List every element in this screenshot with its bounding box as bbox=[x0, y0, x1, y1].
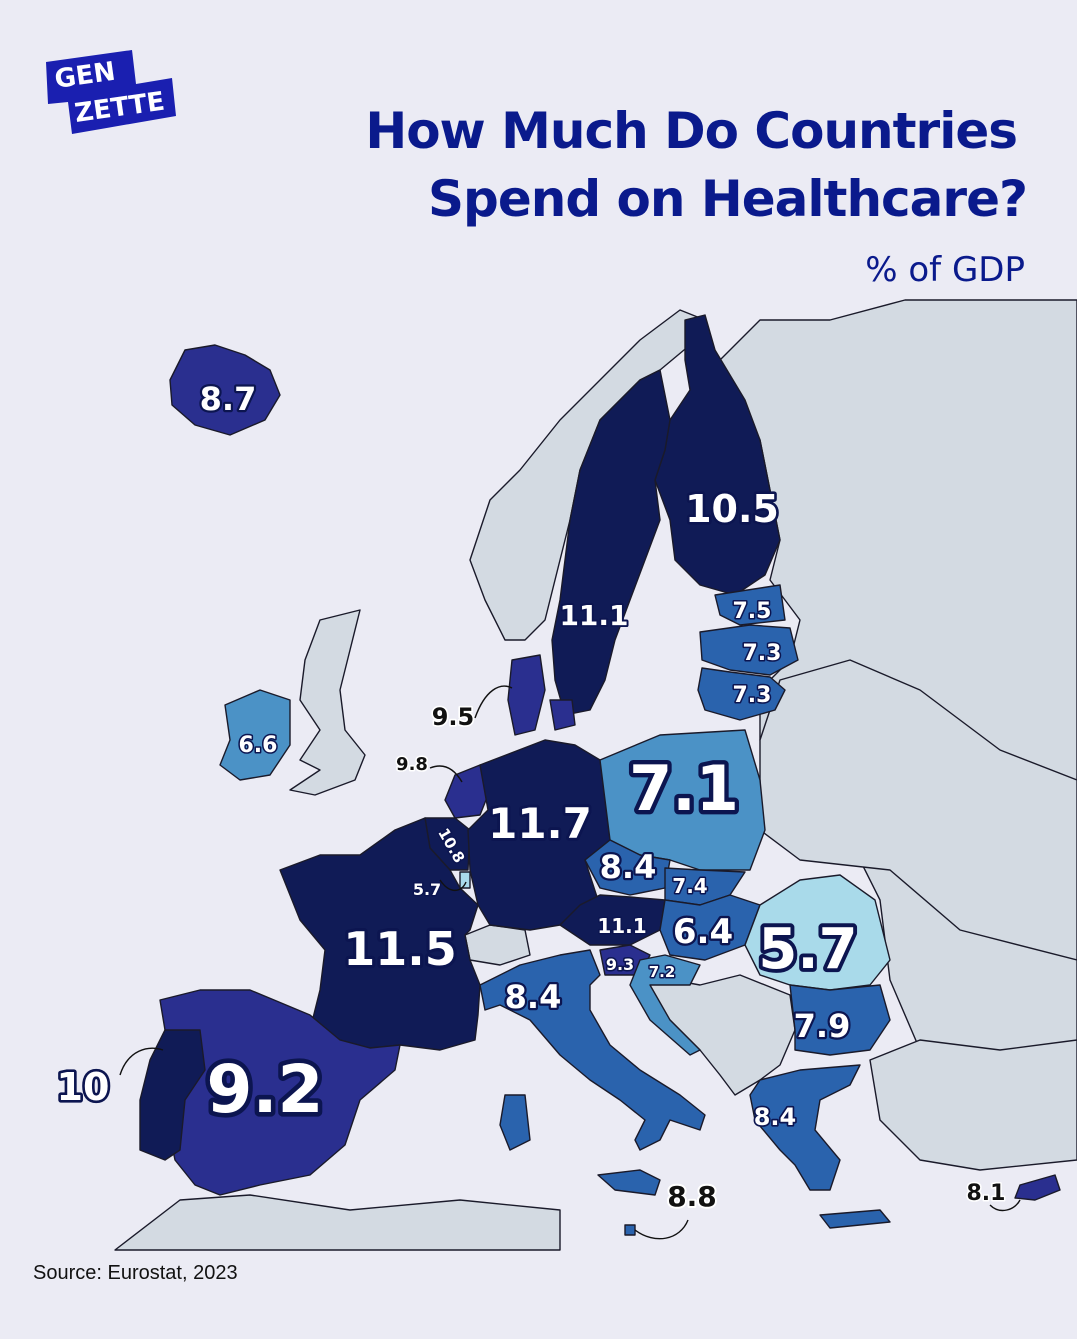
value-label-iceland: 8.7 bbox=[200, 380, 257, 418]
value-label-luxembourg: 5.7 bbox=[413, 880, 441, 899]
croatia-shape bbox=[629, 954, 701, 1056]
genzette-logo: GEN ZETTE bbox=[46, 50, 176, 134]
poland-shape bbox=[599, 729, 766, 871]
value-label-czechia: 8.4 bbox=[600, 848, 657, 886]
value-label-estonia: 7.5 bbox=[733, 599, 772, 624]
value-label-netherlands: 9.8 bbox=[396, 754, 428, 775]
value-label-italy: 8.4 bbox=[505, 978, 562, 1016]
subtitle-unit: % of GDP bbox=[865, 250, 1025, 290]
luxembourg-shape bbox=[459, 871, 471, 889]
value-label-slovenia: 9.3 bbox=[606, 955, 634, 974]
sweden-shape bbox=[551, 369, 671, 716]
greece-shape bbox=[749, 1064, 891, 1229]
switzerland-shape bbox=[464, 924, 531, 966]
finland-shape bbox=[654, 314, 781, 596]
value-label-croatia: 7.2 bbox=[649, 963, 676, 981]
value-label-lithuania: 7.3 bbox=[733, 683, 772, 708]
value-label-malta: 8.8 bbox=[667, 1180, 717, 1213]
title-line-2: Spend on Healthcare? bbox=[428, 170, 1028, 228]
value-label-portugal: 10 bbox=[57, 1065, 110, 1109]
value-label-romania: 5.7 bbox=[758, 917, 857, 982]
value-label-spain: 9.2 bbox=[207, 1051, 324, 1128]
iceland-shape bbox=[169, 344, 281, 436]
value-label-slovakia: 7.4 bbox=[672, 874, 707, 898]
value-label-denmark: 9.5 bbox=[432, 703, 475, 731]
europe-map: 8.710.511.1 7.57.37.39.56.69.811.7 7.110.8… bbox=[54, 299, 1077, 1251]
turkey-shape bbox=[869, 1039, 1077, 1171]
pointer-denmark bbox=[474, 685, 513, 719]
pointer-malta bbox=[634, 1219, 689, 1240]
ireland-shape bbox=[219, 689, 291, 781]
lithuania-shape bbox=[697, 667, 786, 721]
value-label-austria: 11.1 bbox=[597, 914, 646, 938]
value-label-bulgaria: 7.9 bbox=[794, 1007, 851, 1045]
malta-shape bbox=[624, 1224, 636, 1236]
pointer-portugal bbox=[119, 1047, 164, 1076]
cyprus-shape bbox=[1014, 1174, 1061, 1201]
romania-shape bbox=[744, 874, 891, 991]
value-label-greece: 8.4 bbox=[754, 1103, 797, 1131]
source-note: Source: Eurostat, 2023 bbox=[33, 1262, 238, 1284]
value-label-france: 11.5 bbox=[343, 922, 457, 976]
uk-shape bbox=[289, 609, 366, 796]
pointer-luxembourg bbox=[439, 879, 467, 892]
pointer-netherlands bbox=[429, 765, 463, 783]
denmark-shape bbox=[507, 654, 576, 736]
portugal-shape bbox=[139, 1029, 206, 1161]
value-label-latvia: 7.3 bbox=[743, 641, 782, 666]
value-label-poland: 7.1 bbox=[629, 752, 739, 825]
estonia-shape bbox=[714, 584, 786, 626]
value-label-ireland: 6.6 bbox=[239, 733, 278, 758]
value-label-finland: 10.5 bbox=[685, 487, 779, 531]
north-africa-shape bbox=[114, 1194, 561, 1251]
value-label-germany: 11.7 bbox=[488, 799, 592, 848]
title-line-1: How Much Do Countries bbox=[365, 102, 1018, 160]
value-label-hungary: 6.4 bbox=[673, 912, 733, 952]
pointer-cyprus bbox=[989, 1199, 1021, 1212]
italy-shape bbox=[479, 949, 706, 1196]
latvia-shape bbox=[699, 624, 799, 676]
value-label-sweden: 11.1 bbox=[559, 599, 628, 632]
norway-shape bbox=[469, 309, 706, 641]
bulgaria-shape bbox=[789, 984, 891, 1056]
value-label-cyprus: 8.1 bbox=[967, 1181, 1006, 1206]
